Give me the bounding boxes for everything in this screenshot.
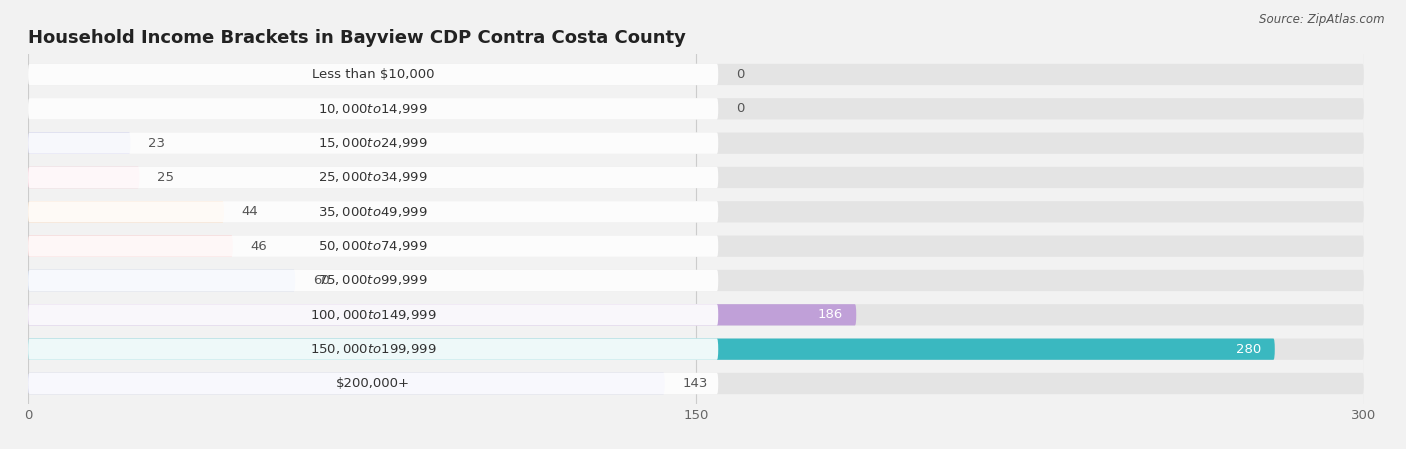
Text: 60: 60	[314, 274, 330, 287]
FancyBboxPatch shape	[28, 373, 1364, 394]
Text: $15,000 to $24,999: $15,000 to $24,999	[318, 136, 427, 150]
Text: $35,000 to $49,999: $35,000 to $49,999	[318, 205, 427, 219]
FancyBboxPatch shape	[28, 339, 1275, 360]
Text: 280: 280	[1236, 343, 1261, 356]
FancyBboxPatch shape	[28, 98, 1364, 119]
FancyBboxPatch shape	[28, 167, 1364, 188]
Text: 0: 0	[737, 68, 744, 81]
FancyBboxPatch shape	[28, 304, 1364, 326]
FancyBboxPatch shape	[28, 339, 1364, 360]
Text: $50,000 to $74,999: $50,000 to $74,999	[318, 239, 427, 253]
FancyBboxPatch shape	[28, 201, 718, 222]
FancyBboxPatch shape	[28, 132, 1364, 154]
FancyBboxPatch shape	[28, 270, 295, 291]
FancyBboxPatch shape	[28, 373, 665, 394]
FancyBboxPatch shape	[28, 270, 718, 291]
Text: 143: 143	[683, 377, 709, 390]
FancyBboxPatch shape	[28, 236, 718, 257]
Text: Household Income Brackets in Bayview CDP Contra Costa County: Household Income Brackets in Bayview CDP…	[28, 29, 686, 47]
FancyBboxPatch shape	[28, 236, 1364, 257]
Text: $10,000 to $14,999: $10,000 to $14,999	[318, 102, 427, 116]
FancyBboxPatch shape	[28, 201, 224, 222]
FancyBboxPatch shape	[28, 270, 1364, 291]
FancyBboxPatch shape	[28, 236, 233, 257]
Text: 25: 25	[157, 171, 174, 184]
FancyBboxPatch shape	[28, 167, 139, 188]
Text: $200,000+: $200,000+	[336, 377, 411, 390]
Text: 46: 46	[250, 240, 267, 253]
FancyBboxPatch shape	[28, 98, 718, 119]
FancyBboxPatch shape	[28, 64, 1364, 85]
Text: 23: 23	[149, 136, 166, 150]
FancyBboxPatch shape	[28, 132, 718, 154]
Text: $75,000 to $99,999: $75,000 to $99,999	[318, 273, 427, 287]
Text: Source: ZipAtlas.com: Source: ZipAtlas.com	[1260, 13, 1385, 26]
FancyBboxPatch shape	[28, 64, 718, 85]
Text: $150,000 to $199,999: $150,000 to $199,999	[309, 342, 436, 356]
FancyBboxPatch shape	[28, 167, 718, 188]
FancyBboxPatch shape	[28, 304, 856, 326]
Text: 186: 186	[818, 308, 844, 321]
Text: 0: 0	[737, 102, 744, 115]
Text: $100,000 to $149,999: $100,000 to $149,999	[309, 308, 436, 322]
Text: Less than $10,000: Less than $10,000	[312, 68, 434, 81]
FancyBboxPatch shape	[28, 132, 131, 154]
FancyBboxPatch shape	[28, 373, 718, 394]
FancyBboxPatch shape	[28, 339, 718, 360]
FancyBboxPatch shape	[28, 304, 718, 326]
Text: 44: 44	[242, 205, 259, 218]
Text: $25,000 to $34,999: $25,000 to $34,999	[318, 171, 427, 185]
FancyBboxPatch shape	[28, 201, 1364, 222]
